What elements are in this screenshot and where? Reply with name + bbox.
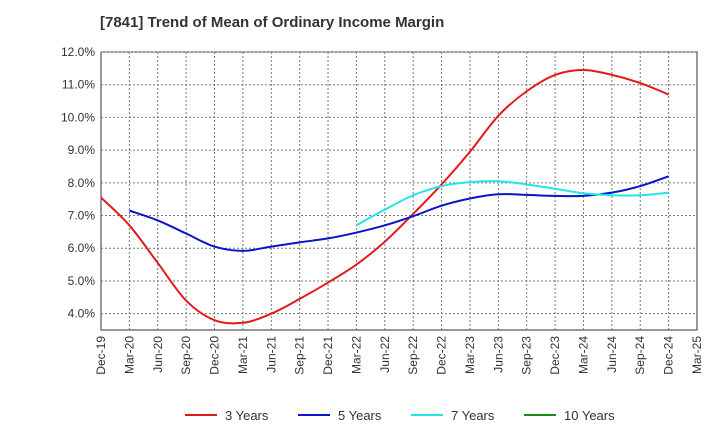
legend-label: 3 Years <box>225 408 269 423</box>
grid <box>101 51 697 330</box>
legend-label: 10 Years <box>564 408 615 423</box>
y-tick-label: 11.0% <box>62 78 95 92</box>
x-tick-label: Jun-24 <box>605 336 619 373</box>
y-axis-ticks: 4.0% 5.0% 6.0% 7.0% 8.0% 9.0% 10.0% 11.0% 12.0% <box>61 45 95 321</box>
x-tick-label: Dec-22 <box>435 336 449 375</box>
series-lines <box>100 68 669 325</box>
x-tick-label: Sep-20 <box>179 336 193 375</box>
x-tick-label: Dec-23 <box>548 336 562 375</box>
x-tick-label: Sep-24 <box>633 336 647 375</box>
series-line-3-years <box>100 68 669 325</box>
x-tick-label: Mar-25 <box>690 336 704 374</box>
y-tick-label: 8.0% <box>68 176 96 190</box>
legend-label: 7 Years <box>451 408 495 423</box>
x-tick-label: Sep-22 <box>406 336 420 375</box>
x-tick-label: Jun-22 <box>378 336 392 373</box>
x-tick-label: Jun-23 <box>491 336 505 373</box>
x-tick-label: Sep-21 <box>293 336 307 375</box>
series-line-7-years <box>355 180 669 227</box>
y-tick-label: 12.0% <box>61 45 95 59</box>
x-tick-label: Sep-23 <box>520 336 534 375</box>
x-tick-label: Jun-20 <box>151 336 165 373</box>
y-tick-label: 5.0% <box>68 274 96 288</box>
series-line-5-years <box>129 175 669 252</box>
legend-label: 5 Years <box>338 408 382 423</box>
x-tick-label: Mar-22 <box>349 336 363 374</box>
plot-area <box>100 51 698 331</box>
y-tick-label: 7.0% <box>68 209 96 223</box>
x-tick-label: Dec-19 <box>94 336 108 375</box>
x-tick-label: Dec-21 <box>321 336 335 375</box>
x-tick-label: Mar-24 <box>576 336 590 374</box>
y-tick-label: 9.0% <box>68 143 96 157</box>
y-tick-label: 10.0% <box>61 110 95 124</box>
chart-title: [7841] Trend of Mean of Ordinary Income … <box>100 14 445 31</box>
x-tick-label: Dec-24 <box>662 336 676 375</box>
x-tick-label: Mar-21 <box>236 336 250 374</box>
x-tick-label: Mar-20 <box>122 336 136 374</box>
x-tick-label: Mar-23 <box>463 336 477 374</box>
x-axis-ticks: Dec-19 Mar-20 Jun-20 Sep-20 Dec-20 Mar-21 Jun-… <box>94 336 704 375</box>
y-tick-label: 4.0% <box>68 307 96 321</box>
legend: 3 Years 5 Years 7 Years 10 Years <box>185 408 615 423</box>
x-tick-label: Jun-21 <box>264 336 278 373</box>
y-tick-label: 6.0% <box>68 241 96 255</box>
x-tick-label: Dec-20 <box>208 336 222 375</box>
